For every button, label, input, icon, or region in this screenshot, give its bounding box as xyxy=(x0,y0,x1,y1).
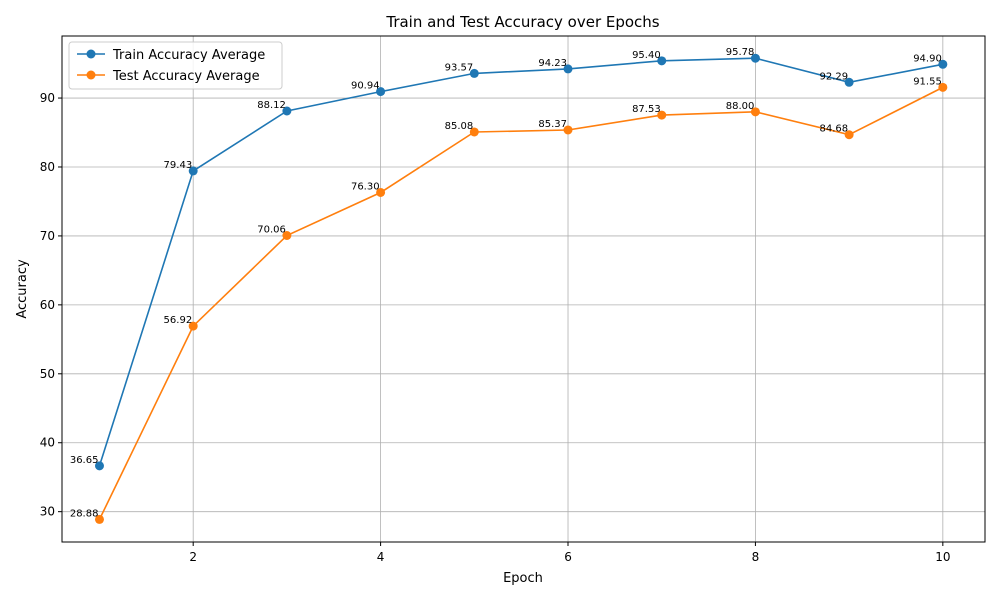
data-label: 95.78 xyxy=(726,47,755,58)
legend-box xyxy=(68,41,283,90)
y-tick-label: 60 xyxy=(40,298,55,312)
data-point xyxy=(469,127,479,137)
y-tick-label: 80 xyxy=(40,160,55,174)
data-label: 88.12 xyxy=(257,100,286,111)
data-label: 88.00 xyxy=(726,101,755,112)
y-tick-label: 90 xyxy=(40,91,55,105)
data-label: 85.37 xyxy=(538,119,567,130)
data-point xyxy=(563,125,573,135)
data-point xyxy=(750,107,760,117)
data-label: 94.90 xyxy=(913,53,942,64)
data-label: 70.06 xyxy=(257,225,286,236)
data-point xyxy=(376,87,386,97)
legend-marker xyxy=(86,70,96,80)
data-label: 90.94 xyxy=(351,81,380,92)
data-point xyxy=(188,166,198,176)
x-tick-label: 10 xyxy=(935,550,950,564)
y-axis-label: Accuracy xyxy=(15,259,30,319)
grid-lines xyxy=(62,36,985,542)
y-tick-label: 40 xyxy=(40,436,55,450)
data-label: 87.53 xyxy=(632,104,661,115)
data-label: 84.68 xyxy=(819,124,848,135)
data-point xyxy=(938,82,948,92)
data-point xyxy=(938,59,948,69)
data-point xyxy=(94,514,104,524)
data-point xyxy=(94,461,104,471)
data-point xyxy=(657,56,667,66)
legend-label: Train Accuracy Average xyxy=(112,48,265,63)
data-label: 56.92 xyxy=(164,315,193,326)
data-label: 76.30 xyxy=(351,181,380,192)
data-point xyxy=(750,53,760,63)
data-point xyxy=(282,231,292,241)
x-tick-label: 4 xyxy=(377,550,385,564)
series-line xyxy=(98,86,944,520)
data-point xyxy=(844,130,854,140)
data-point xyxy=(282,106,292,116)
y-tick-label: 50 xyxy=(40,367,55,381)
data-point xyxy=(188,321,198,331)
data-label: 94.23 xyxy=(538,58,567,69)
plot-area-frame xyxy=(61,35,986,543)
series-test xyxy=(94,82,948,524)
chart-title: Train and Test Accuracy over Epochs xyxy=(385,13,659,31)
data-label: 95.40 xyxy=(632,50,661,61)
data-series xyxy=(94,53,948,524)
series-train xyxy=(94,53,948,471)
data-label: 85.08 xyxy=(445,121,474,132)
data-labels: 36.65 79.43 88.12 90.94 93.57 94.23 95.40 95.78… xyxy=(70,47,942,519)
axis-ticks: 2 4 6 8 10 30 40 50 60 70 80 90 xyxy=(40,91,951,564)
data-point xyxy=(376,187,386,197)
data-point xyxy=(563,64,573,74)
x-tick-label: 6 xyxy=(564,550,572,564)
data-label: 92.29 xyxy=(819,71,848,82)
data-label: 79.43 xyxy=(164,160,193,171)
data-label: 93.57 xyxy=(445,62,474,73)
data-point xyxy=(657,110,667,120)
series-line xyxy=(98,57,943,467)
y-tick-label: 70 xyxy=(40,229,55,243)
data-label: 36.65 xyxy=(70,455,99,466)
legend-marker xyxy=(86,49,96,59)
legend: Train Accuracy Average Test Accuracy Aver… xyxy=(68,41,283,90)
data-point xyxy=(844,77,854,87)
x-axis-label: Epoch xyxy=(503,571,543,586)
x-tick-label: 2 xyxy=(189,550,197,564)
x-tick-label: 8 xyxy=(752,550,760,564)
legend-label: Test Accuracy Average xyxy=(112,69,260,84)
data-label: 91.55 xyxy=(913,76,942,87)
data-label: 28.88 xyxy=(70,508,99,519)
y-tick-label: 30 xyxy=(40,505,55,519)
data-point xyxy=(469,68,479,78)
